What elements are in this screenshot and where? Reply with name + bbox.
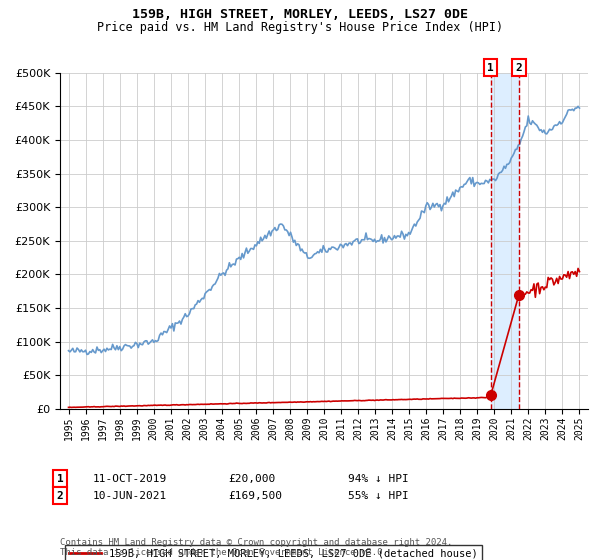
Bar [491, 73, 519, 409]
Text: £169,500: £169,500 [228, 491, 282, 501]
Legend: 159B, HIGH STREET, MORLEY, LEEDS, LS27 0DE (detached house), HPI: Average price,: 159B, HIGH STREET, MORLEY, LEEDS, LS27 0… [65, 545, 482, 560]
Text: 10-JUN-2021: 10-JUN-2021 [93, 491, 167, 501]
Text: 94% ↓ HPI: 94% ↓ HPI [348, 474, 409, 484]
Text: 159B, HIGH STREET, MORLEY, LEEDS, LS27 0DE: 159B, HIGH STREET, MORLEY, LEEDS, LS27 0… [132, 8, 468, 21]
Text: Price paid vs. HM Land Registry's House Price Index (HPI): Price paid vs. HM Land Registry's House … [97, 21, 503, 34]
Text: 2: 2 [515, 63, 522, 73]
Text: Contains HM Land Registry data © Crown copyright and database right 2024.
This d: Contains HM Land Registry data © Crown c… [60, 538, 452, 557]
Text: £20,000: £20,000 [228, 474, 275, 484]
Text: 55% ↓ HPI: 55% ↓ HPI [348, 491, 409, 501]
Text: 2: 2 [56, 491, 64, 501]
Text: 1: 1 [487, 63, 494, 73]
Text: 11-OCT-2019: 11-OCT-2019 [93, 474, 167, 484]
Text: 1: 1 [56, 474, 64, 484]
